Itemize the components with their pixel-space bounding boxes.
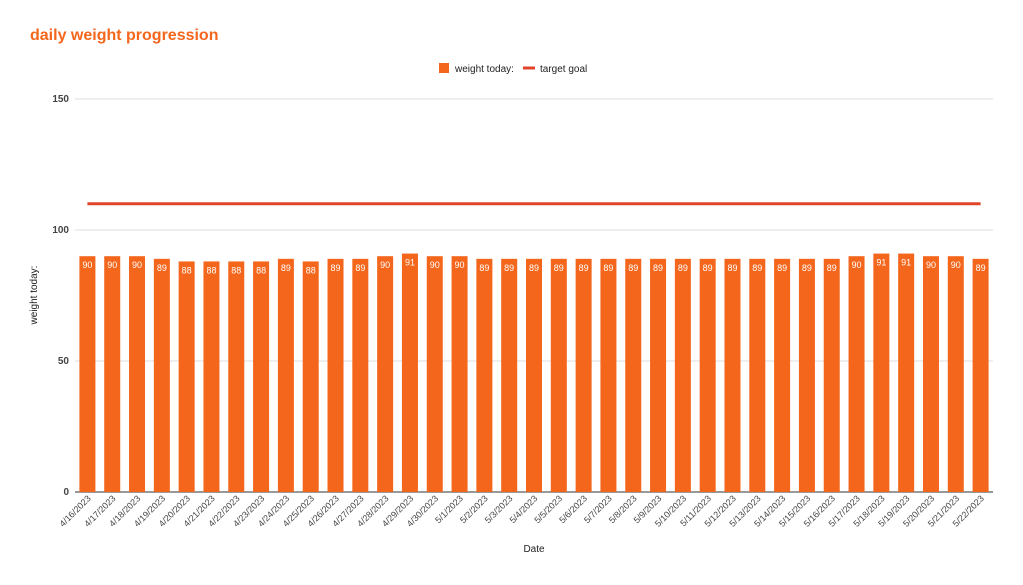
bar <box>972 258 989 492</box>
legend-weight-swatch <box>439 63 449 73</box>
chart-title: daily weight progression <box>30 27 219 44</box>
data-labels: 90 90 90 89 88 88 88 88 89 88 89 89 90 91 90 90 89 89 89 89… <box>82 258 985 276</box>
bar <box>377 256 394 492</box>
x-axis-ticks: 4/16/20234/17/20234/18/20234/19/20234/20… <box>57 493 986 528</box>
bar <box>302 261 319 492</box>
bars <box>79 253 989 492</box>
bar <box>104 256 121 492</box>
bar-value-label: 90 <box>455 260 465 270</box>
bar-value-label: 90 <box>107 260 117 270</box>
bar-value-label: 89 <box>479 263 489 273</box>
bar-value-label: 88 <box>231 265 241 275</box>
bar-value-label: 90 <box>926 260 936 270</box>
bar <box>228 261 245 492</box>
bar-value-label: 89 <box>579 263 589 273</box>
bar <box>922 256 939 492</box>
bar-value-label: 89 <box>752 263 762 273</box>
bar <box>476 258 493 492</box>
bar-value-label: 89 <box>628 263 638 273</box>
y-tick-label: 50 <box>58 356 70 367</box>
bar-value-label: 89 <box>355 263 365 273</box>
bar-value-label: 89 <box>703 263 713 273</box>
bar-value-label: 88 <box>256 265 266 275</box>
bar <box>153 258 170 492</box>
bar-value-label: 88 <box>306 265 316 275</box>
bar-value-label: 89 <box>281 263 291 273</box>
legend: weight today: target goal <box>439 63 587 75</box>
y-axis-ticks: 0 50 100 150 <box>52 94 69 498</box>
bar-value-label: 90 <box>430 260 440 270</box>
bar <box>501 258 518 492</box>
bar <box>550 258 567 492</box>
bar <box>352 258 369 492</box>
bar <box>575 258 592 492</box>
legend-target-label: target goal <box>540 64 587 75</box>
bar <box>327 258 344 492</box>
bar-value-label: 90 <box>82 260 92 270</box>
bar-value-label: 89 <box>827 263 837 273</box>
y-axis-label: weight today: <box>29 266 40 326</box>
bar <box>749 258 766 492</box>
x-axis-label: Date <box>523 544 545 555</box>
bar-value-label: 90 <box>852 260 862 270</box>
bar <box>823 258 840 492</box>
bar <box>699 258 716 492</box>
bar <box>401 253 418 492</box>
bar <box>848 256 865 492</box>
bar-value-label: 89 <box>554 263 564 273</box>
bar <box>277 258 294 492</box>
bar <box>650 258 667 492</box>
bar <box>873 253 890 492</box>
bar <box>798 258 815 492</box>
bar-value-label: 90 <box>132 260 142 270</box>
legend-target-swatch <box>523 66 535 70</box>
bar <box>79 256 96 492</box>
bar-value-label: 89 <box>727 263 737 273</box>
bar <box>451 256 468 492</box>
bar <box>947 256 964 492</box>
bar-value-label: 89 <box>331 263 341 273</box>
bar-value-label: 91 <box>405 258 415 268</box>
legend-weight-label: weight today: <box>454 64 514 75</box>
bar-value-label: 88 <box>182 265 192 275</box>
bar <box>178 261 195 492</box>
bar <box>203 261 220 492</box>
y-tick-label: 150 <box>52 94 69 105</box>
bar-value-label: 89 <box>603 263 613 273</box>
bar <box>898 253 915 492</box>
y-tick-label: 100 <box>52 225 69 236</box>
y-tick-label: 0 <box>63 487 69 498</box>
bar-value-label: 89 <box>529 263 539 273</box>
bar-value-label: 91 <box>876 258 886 268</box>
bar <box>674 258 691 492</box>
bar-value-label: 88 <box>206 265 216 275</box>
bar <box>253 261 270 492</box>
bar-value-label: 90 <box>951 260 961 270</box>
bar-value-label: 89 <box>157 263 167 273</box>
bar <box>600 258 617 492</box>
bar <box>724 258 741 492</box>
bar-value-label: 89 <box>777 263 787 273</box>
bar-value-label: 91 <box>901 258 911 268</box>
bar-value-label: 89 <box>653 263 663 273</box>
bar-value-label: 89 <box>802 263 812 273</box>
bar <box>526 258 542 492</box>
bar <box>426 256 443 492</box>
bar-value-label: 89 <box>504 263 514 273</box>
bar-value-label: 90 <box>380 260 390 270</box>
bar <box>625 258 642 492</box>
bar <box>774 258 791 492</box>
bar-value-label: 89 <box>678 263 688 273</box>
bar <box>129 256 146 492</box>
bar-value-label: 89 <box>976 263 986 273</box>
